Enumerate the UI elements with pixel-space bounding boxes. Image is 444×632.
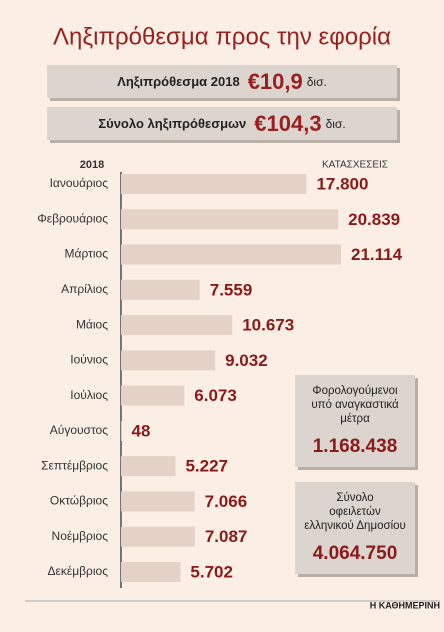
value-label: 20.839 [348,210,400,229]
chart-title: Ληξιπρόθεσμα προς την εφορία [53,23,391,50]
category-label: Δεκέμβριος [48,564,109,578]
source: Η ΚΑΘΗΜΕΡΙΝΗ [370,600,440,610]
summary-text: Ληξιπρόθεσμα 2018 €10,9 δισ. [117,69,327,94]
bar [121,209,339,230]
value-label: 48 [132,421,151,440]
bar [121,279,200,300]
side-box-text: υπό αναγκαστικά [311,399,399,411]
summary-box [47,107,397,140]
side-box-text: οφειλετών [329,506,381,518]
category-label: Φεβρουάριος [37,211,108,225]
summary-value: €104,3 [254,111,321,136]
bar [121,420,122,441]
side-box [295,482,415,574]
bar [121,350,216,371]
value-label: 6.073 [194,386,237,405]
bar [121,244,341,265]
category-header: 2018 [80,159,104,171]
bar [121,315,233,336]
bar [121,526,195,547]
category-label: Νοέμβριος [52,529,109,543]
bar [121,561,181,582]
side-box-value: 4.064.750 [313,543,398,564]
category-label: Ιανουάριος [50,176,109,190]
summary-box [47,65,397,98]
value-label: 7.087 [205,527,248,546]
summary-label: Ληξιπρόθεσμα 2018 [117,74,240,89]
value-label: 21.114 [351,245,403,264]
summary-label: Σύνολο ληξιπρόθεσμων [98,116,246,131]
category-label: Ιούλιος [70,388,108,402]
category-label: Οκτώβριος [50,494,108,508]
category-label: Απρίλιος [61,282,108,296]
category-label: Σεπτέμβριος [41,458,108,472]
side-box-text: Φορολογούμενοι [312,385,398,397]
category-label: Μάιος [76,317,108,331]
summary-unit: δισ. [326,117,346,131]
category-label: Ιούνιος [70,353,108,367]
value-label: 5.227 [185,457,228,476]
value-header: ΚΑΤΑΣΧΕΣΕΙΣ [322,160,388,171]
category-label: Μάρτιος [65,247,109,261]
value-label: 10.673 [242,316,294,335]
bar [121,491,195,512]
bar [121,456,176,477]
value-label: 17.800 [316,174,368,193]
side-box [295,375,415,467]
side-box-text: Σύνολο [336,492,373,504]
summary-value: €10,9 [248,69,303,94]
side-box-text: μέτρα [340,413,370,425]
summary-text: Σύνολο ληξιπρόθεσμων €104,3 δισ. [98,111,345,136]
value-label: 7.066 [205,492,248,511]
summary-unit: δισ. [307,75,327,89]
bar [121,174,307,194]
value-label: 5.702 [190,562,233,581]
side-box-value: 1.168.438 [313,436,398,457]
side-box-text: ελληνικού Δημοσίου [304,520,406,532]
value-label: 9.032 [225,351,268,370]
category-label: Αύγουστος [50,423,108,437]
bar [121,385,185,406]
value-label: 7.559 [210,280,253,299]
